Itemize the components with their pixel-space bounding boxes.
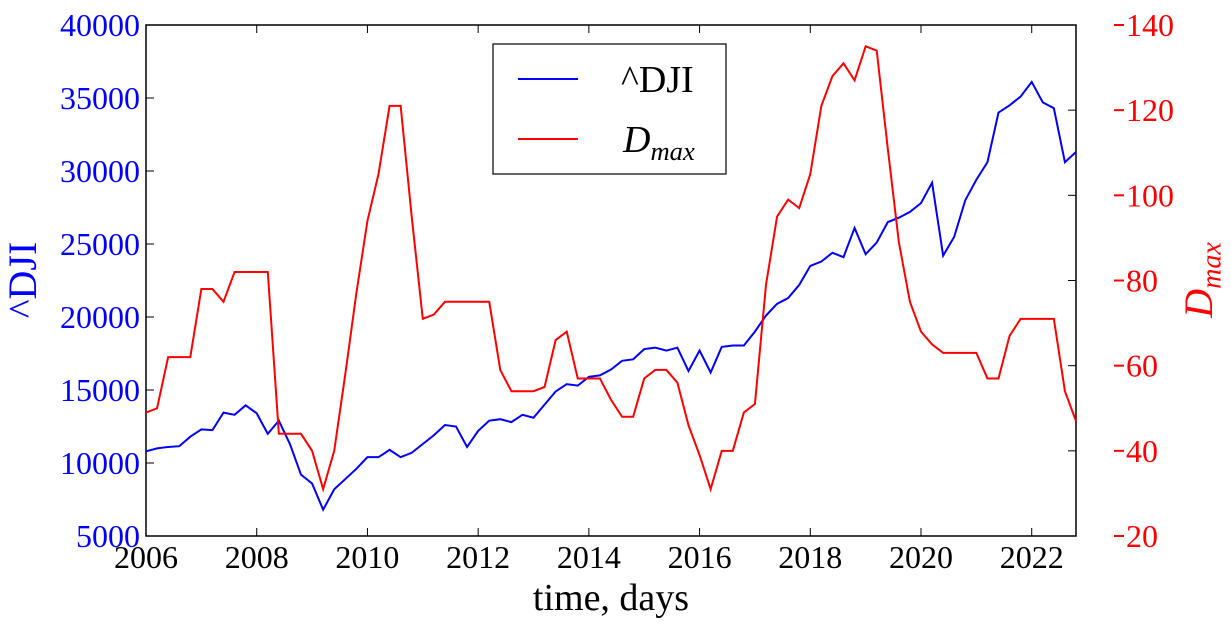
y-tick-label: 25000 (60, 226, 140, 262)
y-tick-label: 5000 (76, 518, 140, 554)
x-tick-label: 2006 (114, 539, 178, 575)
x-tick-label: 2016 (668, 539, 732, 575)
y2-axis-label: Dmax (1176, 242, 1227, 319)
x-tick-label: 2022 (1000, 539, 1064, 575)
y2-tick-label: 80 (1126, 263, 1158, 299)
y2-tick-label: 20 (1126, 518, 1158, 554)
y2-tick-label: 120 (1126, 92, 1174, 128)
x-tick-label: 2018 (778, 539, 842, 575)
legend-box (492, 43, 727, 175)
x-tick-label: 2012 (446, 539, 510, 575)
y-tick-label: 15000 (60, 372, 140, 408)
x-tick-label: 2014 (557, 539, 621, 575)
x-tick-label: 2010 (335, 539, 399, 575)
x-tick-label: 2008 (225, 539, 289, 575)
legend-label: ^DJI (621, 59, 694, 101)
series-line (145, 44, 1077, 493)
y-tick-label: 40000 (60, 7, 140, 43)
y2-tick-label: 60 (1126, 348, 1158, 384)
y2-tick-label: 140 (1126, 7, 1174, 43)
y-tick-label: 35000 (60, 80, 140, 116)
y-axis-label: ^DJI (0, 242, 45, 319)
y2-tick-label: 40 (1126, 433, 1158, 469)
y-tick-label: 30000 (60, 153, 140, 189)
series-line (145, 80, 1077, 513)
y-tick-label: 20000 (60, 299, 140, 335)
y2-tick-label: 100 (1126, 177, 1174, 213)
x-axis-label: time, days (533, 577, 689, 619)
legend-label: Dmax (622, 119, 695, 166)
y-tick-label: 10000 (60, 445, 140, 481)
x-tick-label: 2020 (889, 539, 953, 575)
